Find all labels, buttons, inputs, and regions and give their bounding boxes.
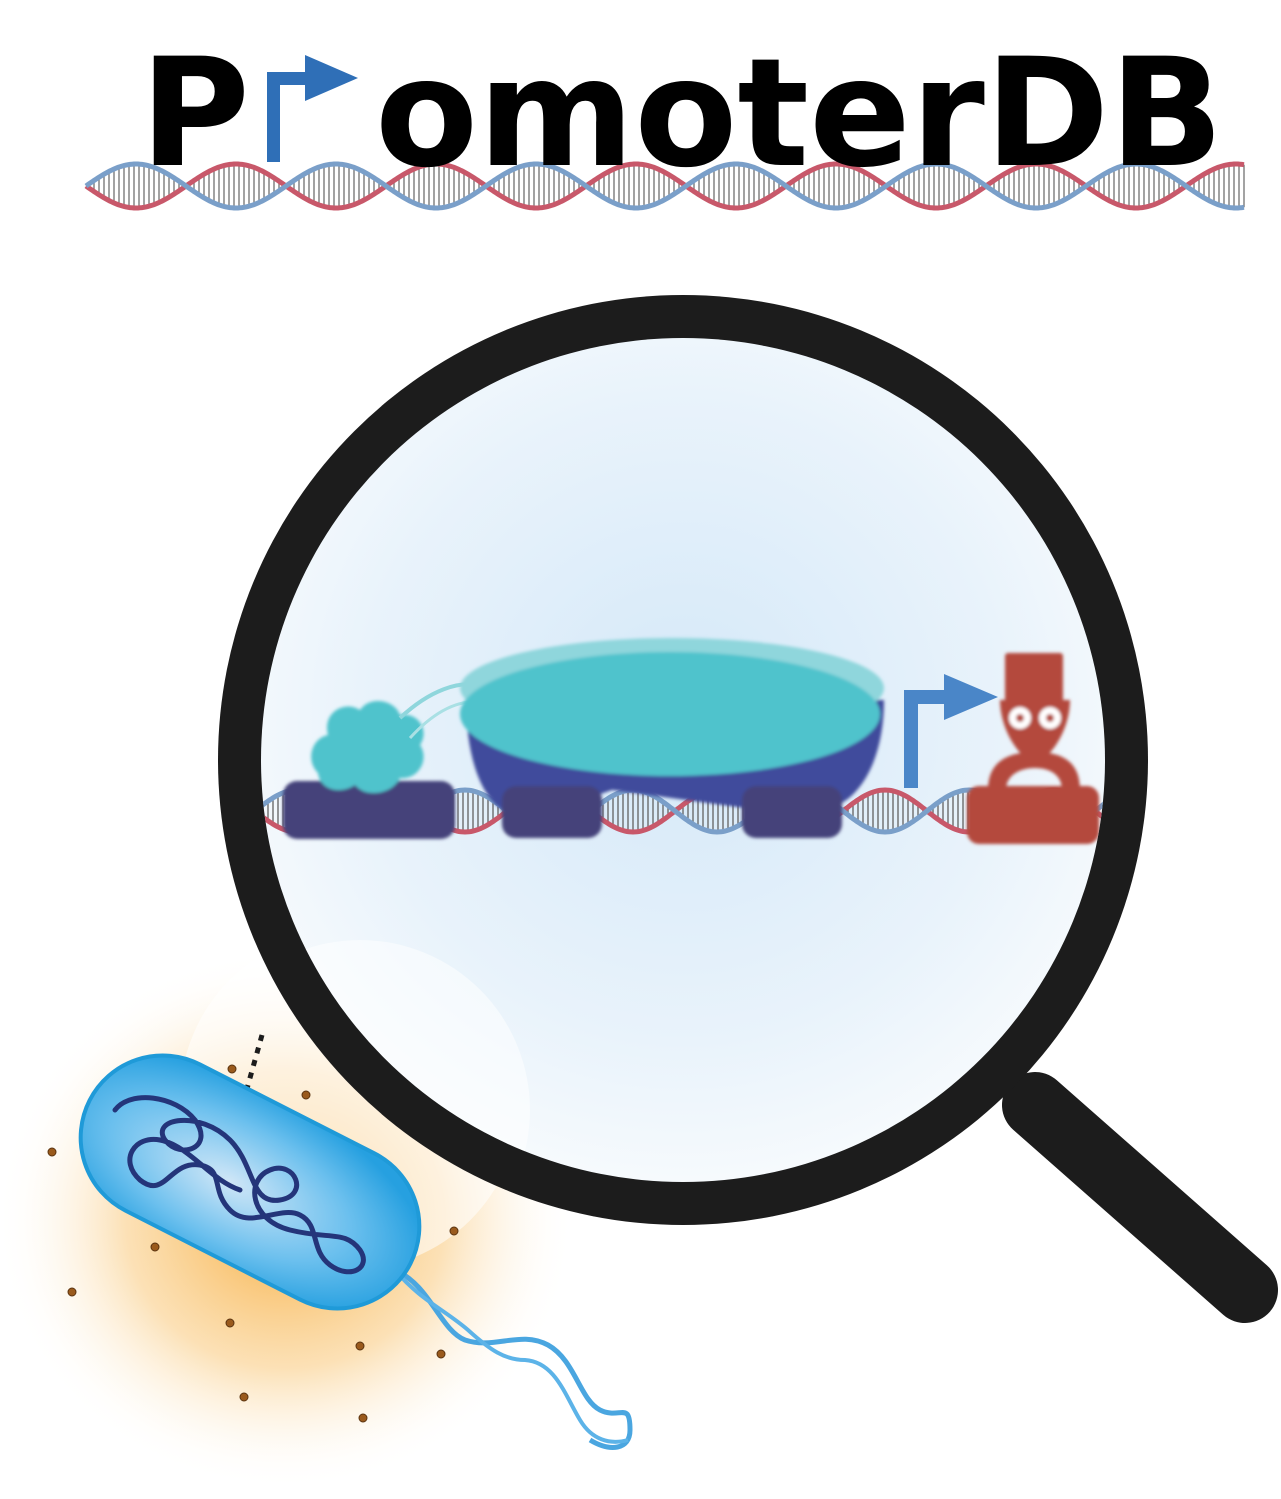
bacterium-icon: [78, 1053, 633, 1450]
dna-helix-icon: [84, 161, 1245, 211]
magnifier-handle: [1002, 1072, 1278, 1323]
logo-letter-p: P: [140, 27, 250, 201]
repressor-icon: [967, 653, 1099, 844]
promoter-arrow-icon: [904, 674, 998, 788]
logo-text-rest: omoterDB: [375, 27, 1224, 201]
logo-promoter-arrow-icon: [267, 55, 358, 162]
flagellum-2: [393, 1268, 629, 1444]
transcription-factor-icon: [283, 700, 455, 839]
flagellum: [393, 1267, 633, 1450]
chromosome: [112, 1095, 366, 1275]
logo-wordmark: P omoterDB PromoterDB: [140, 27, 1224, 201]
particles: [47, 1064, 459, 1423]
rna-polymerase-icon: [460, 638, 884, 838]
